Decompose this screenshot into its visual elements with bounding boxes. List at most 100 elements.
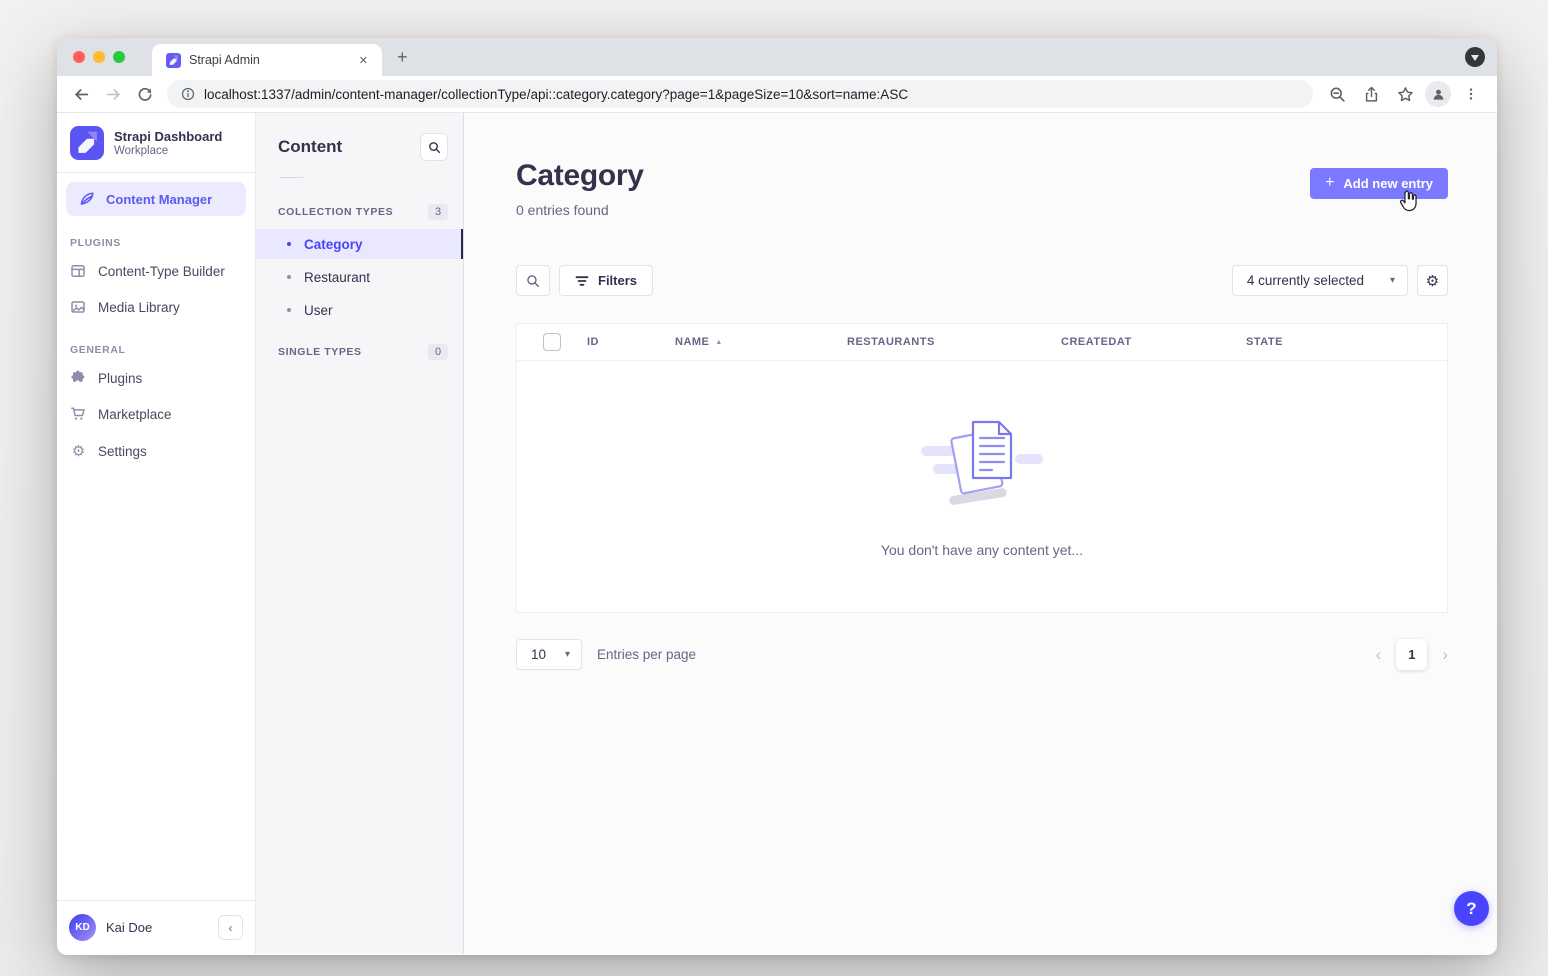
next-page-button[interactable]: › bbox=[1442, 645, 1448, 664]
fields-selected-value: 4 currently selected bbox=[1246, 273, 1364, 288]
sidebar-item-label: Settings bbox=[98, 443, 147, 459]
view-settings-button[interactable]: ⚙ bbox=[1417, 265, 1448, 296]
share-icon[interactable] bbox=[1357, 80, 1385, 108]
sidebar-item-label: Marketplace bbox=[98, 406, 172, 422]
current-page-button[interactable]: 1 bbox=[1396, 639, 1428, 670]
sidebar-section-plugins: PLUGINS bbox=[70, 237, 121, 249]
back-button[interactable] bbox=[67, 80, 95, 108]
collection-item-user[interactable]: User bbox=[256, 295, 463, 325]
sidebar-item-label: Content Manager bbox=[106, 191, 213, 207]
column-header-state[interactable]: STATE bbox=[1246, 336, 1283, 348]
zoom-page-icon[interactable] bbox=[1323, 80, 1351, 108]
entries-table: ID NAME ▲ RESTAURANTS CREATEDAT STATE bbox=[516, 323, 1448, 613]
brand-home-link[interactable]: Strapi Dashboard Workplace bbox=[57, 113, 255, 172]
bullet-icon bbox=[287, 275, 291, 279]
sidebar-item-content-type-builder[interactable]: Content-Type Builder bbox=[57, 253, 255, 289]
entries-found-text: 0 entries found bbox=[516, 202, 609, 218]
strapi-favicon bbox=[166, 52, 181, 68]
column-header-createdat[interactable]: CREATEDAT bbox=[1061, 336, 1132, 348]
column-header-id[interactable]: ID bbox=[587, 336, 599, 348]
filters-button[interactable]: Filters bbox=[559, 265, 654, 296]
gear-icon: ⚙ bbox=[71, 443, 86, 460]
user-profile-row[interactable]: KD Kai Doe ‹ bbox=[57, 900, 255, 954]
pen-icon bbox=[79, 191, 95, 207]
search-entries-button[interactable] bbox=[516, 265, 550, 296]
collection-types-count-badge: 3 bbox=[428, 204, 448, 220]
sidebar-item-label: Content-Type Builder bbox=[98, 263, 225, 279]
page-size-value: 10 bbox=[531, 647, 547, 662]
column-header-label: NAME bbox=[675, 336, 710, 348]
chevron-down-icon: ▾ bbox=[564, 649, 570, 660]
browser-tab[interactable]: Strapi Admin ✕ bbox=[152, 44, 382, 76]
previous-page-button[interactable]: ‹ bbox=[1375, 645, 1382, 664]
gear-icon: ⚙ bbox=[1425, 272, 1440, 290]
sidebar-item-label: Plugins bbox=[98, 370, 143, 386]
bullet-icon bbox=[287, 308, 291, 312]
window-controls bbox=[57, 51, 125, 63]
puzzle-icon bbox=[70, 370, 87, 386]
main-sidebar: Strapi Dashboard Workplace Content Manag… bbox=[57, 113, 256, 954]
browser-tabstrip: Strapi Admin ✕ + bbox=[57, 38, 1497, 76]
brand-subtitle: Workplace bbox=[114, 145, 169, 158]
collection-types-label: COLLECTION TYPES bbox=[278, 206, 394, 218]
select-all-checkbox[interactable] bbox=[543, 333, 561, 351]
fields-selected-dropdown[interactable]: 4 currently selected ▾ bbox=[1231, 265, 1408, 296]
sidebar-section-general: GENERAL bbox=[70, 344, 126, 356]
layout-builder-icon bbox=[70, 263, 87, 279]
add-new-entry-label: Add new entry bbox=[1343, 176, 1433, 191]
page-title: Category bbox=[516, 159, 644, 192]
url-bar[interactable]: localhost:1337/admin/content-manager/col… bbox=[167, 80, 1313, 108]
sort-ascending-icon: ▲ bbox=[715, 338, 723, 346]
close-window-button[interactable] bbox=[73, 51, 85, 63]
main-content: Category 0 entries found + Add new entry… bbox=[464, 113, 1497, 954]
bullet-icon bbox=[287, 242, 291, 246]
add-new-entry-button[interactable]: + Add new entry bbox=[1310, 168, 1448, 199]
new-tab-button[interactable]: + bbox=[397, 47, 408, 67]
page-size-select[interactable]: 10 ▾ bbox=[516, 639, 582, 670]
sidebar-item-marketplace[interactable]: Marketplace bbox=[57, 396, 255, 432]
sidebar-item-media-library[interactable]: Media Library bbox=[57, 289, 255, 325]
collection-item-label: User bbox=[304, 302, 333, 318]
empty-state-text: You don't have any content yet... bbox=[880, 542, 1084, 558]
column-header-name[interactable]: NAME ▲ bbox=[675, 336, 847, 348]
single-types-label: SINGLE TYPES bbox=[278, 346, 362, 358]
browser-menu-icon[interactable] bbox=[1457, 80, 1485, 108]
help-button[interactable]: ? bbox=[1454, 891, 1489, 926]
search-content-button[interactable] bbox=[420, 133, 448, 161]
minimize-window-button[interactable] bbox=[93, 51, 105, 63]
site-info-icon[interactable] bbox=[181, 87, 195, 101]
reload-button[interactable] bbox=[131, 80, 159, 108]
sidebar-item-plugins[interactable]: Plugins bbox=[57, 360, 255, 396]
filters-label: Filters bbox=[598, 273, 638, 288]
collection-item-restaurant[interactable]: Restaurant bbox=[256, 262, 463, 292]
strapi-logo-icon bbox=[70, 126, 104, 160]
collection-item-category[interactable]: Category bbox=[256, 229, 463, 259]
subnav-title: Content bbox=[278, 137, 343, 156]
collection-item-label: Restaurant bbox=[304, 269, 371, 285]
bookmark-star-icon[interactable] bbox=[1391, 80, 1419, 108]
recording-indicator-icon[interactable] bbox=[1465, 47, 1485, 67]
zoom-window-button[interactable] bbox=[113, 51, 125, 63]
empty-documents-illustration bbox=[921, 416, 1043, 512]
single-types-count-badge: 0 bbox=[428, 344, 448, 360]
entries-per-page-label: Entries per page bbox=[597, 647, 697, 662]
chevron-down-icon: ▾ bbox=[1389, 275, 1395, 286]
sidebar-item-label: Media Library bbox=[98, 299, 180, 315]
empty-state: You don't have any content yet... bbox=[517, 361, 1447, 613]
browser-profile-avatar[interactable] bbox=[1425, 81, 1451, 107]
media-image-icon bbox=[70, 299, 87, 315]
column-header-restaurants[interactable]: RESTAURANTS bbox=[847, 336, 935, 348]
divider bbox=[57, 172, 255, 173]
collection-item-label: Category bbox=[304, 236, 363, 252]
filter-icon bbox=[575, 275, 589, 287]
content-sub-sidebar: Content COLLECTION TYPES 3 Category Rest… bbox=[256, 113, 464, 954]
tab-close-icon[interactable]: ✕ bbox=[358, 54, 368, 67]
table-header-row: ID NAME ▲ RESTAURANTS CREATEDAT STATE bbox=[517, 324, 1447, 361]
user-name: Kai Doe bbox=[106, 920, 153, 935]
forward-button[interactable] bbox=[99, 80, 127, 108]
collapse-sidebar-button[interactable]: ‹ bbox=[218, 915, 243, 940]
sidebar-item-content-manager[interactable]: Content Manager bbox=[66, 182, 246, 216]
browser-toolbar: localhost:1337/admin/content-manager/col… bbox=[57, 76, 1497, 113]
pagination-bar: 10 ▾ Entries per page ‹ 1 › bbox=[516, 639, 1448, 670]
sidebar-item-settings[interactable]: ⚙ Settings bbox=[57, 432, 255, 470]
